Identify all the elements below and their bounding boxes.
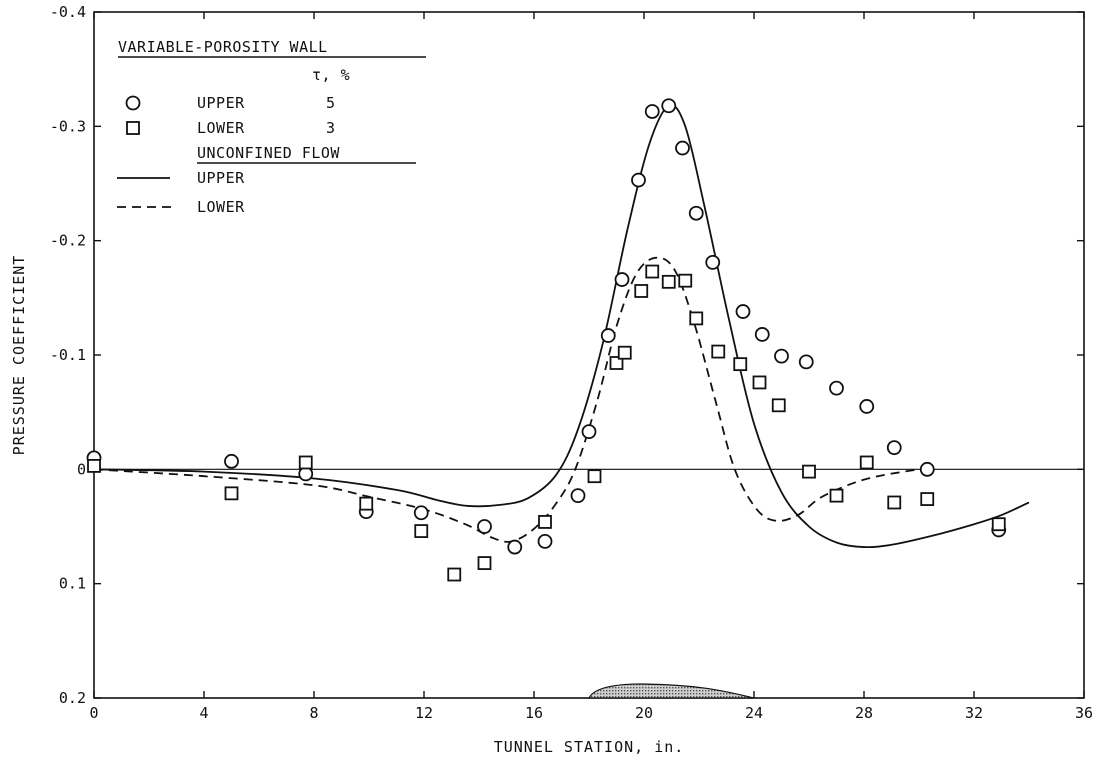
x-tick-label: 24 bbox=[745, 704, 763, 722]
airfoil-model-shape bbox=[588, 683, 755, 699]
upper-wall-point bbox=[581, 424, 597, 440]
legend-group2-title: UNCONFINED FLOW bbox=[197, 144, 340, 162]
legend-unconfined-upper-label: UPPER bbox=[197, 169, 245, 187]
legend-lower-value: 3 bbox=[326, 119, 336, 137]
upper-wall-point bbox=[600, 328, 616, 343]
y-tick-label: 0.1 bbox=[59, 575, 86, 593]
upper-wall-point bbox=[224, 453, 239, 469]
upper-wall-point bbox=[798, 354, 814, 370]
y-tick-label: 0.2 bbox=[59, 689, 86, 707]
upper-wall-point bbox=[688, 205, 704, 221]
unconfined-lower-curve bbox=[93, 256, 920, 543]
x-tick-label: 16 bbox=[525, 704, 543, 722]
lower-wall-point bbox=[634, 284, 649, 298]
lower-wall-point bbox=[87, 459, 101, 473]
legend-square-marker bbox=[126, 121, 140, 135]
plot-frame bbox=[93, 11, 1085, 699]
y-tick-label: 0 bbox=[77, 460, 86, 478]
legend-tau-header: τ, % bbox=[312, 66, 350, 84]
y-tick-label: -0.4 bbox=[50, 3, 86, 21]
upper-wall-point bbox=[537, 533, 553, 549]
lower-wall-point bbox=[587, 469, 602, 484]
upper-wall-point bbox=[705, 254, 721, 270]
upper-wall-point bbox=[675, 140, 690, 156]
upper-wall-point bbox=[507, 539, 523, 555]
lower-wall-point bbox=[645, 264, 660, 279]
x-tick-label: 20 bbox=[635, 704, 653, 722]
upper-wall-point bbox=[919, 461, 935, 477]
lower-wall-point bbox=[678, 273, 693, 288]
lower-wall-point bbox=[752, 375, 767, 390]
upper-wall-point bbox=[644, 104, 660, 119]
legend-unconfined-lower-label: LOWER bbox=[197, 198, 245, 216]
upper-wall-point bbox=[570, 488, 586, 504]
lower-wall-point bbox=[661, 274, 676, 289]
legend-circle-marker bbox=[125, 95, 141, 111]
lower-wall-point bbox=[447, 567, 462, 582]
axis-ticks bbox=[93, 11, 1085, 699]
x-tick-label: 8 bbox=[309, 704, 318, 722]
lower-wall-point bbox=[859, 455, 874, 470]
upper-wall-point bbox=[477, 519, 492, 534]
lower-wall-point bbox=[711, 344, 726, 359]
upper-wall-point bbox=[614, 272, 630, 287]
upper-wall-point bbox=[735, 304, 751, 319]
lower-wall-point bbox=[414, 524, 429, 538]
legend: VARIABLE-POROSITY WALL τ, % UPPER 5 LOWE… bbox=[117, 38, 426, 216]
y-tick-labels: -0.4 -0.3 -0.2 -0.1 0 0.1 0.2 bbox=[50, 3, 86, 707]
y-axis-title: PRESSURE COEFFICIENT bbox=[10, 255, 28, 456]
y-tick-label: -0.2 bbox=[50, 232, 86, 250]
x-tick-labels: 0 4 8 12 16 20 24 28 32 36 bbox=[89, 704, 1093, 722]
upper-wall-point bbox=[754, 327, 770, 342]
x-tick-label: 0 bbox=[89, 704, 98, 722]
lower-wall-point bbox=[991, 517, 1006, 532]
lower-wall-point bbox=[359, 496, 374, 511]
upper-wall-point bbox=[886, 440, 902, 456]
x-tick-label: 4 bbox=[199, 704, 208, 722]
x-axis-title: TUNNEL STATION, in. bbox=[494, 738, 685, 756]
lower-wall-point bbox=[224, 486, 239, 501]
lower-wall-point bbox=[802, 464, 816, 479]
lower-wall-point bbox=[617, 345, 632, 360]
lower-wall-point bbox=[689, 311, 704, 326]
lower-wall-point bbox=[477, 556, 492, 570]
lower-wall-point bbox=[920, 492, 935, 506]
upper-wall-point bbox=[631, 172, 646, 188]
lower-wall-point bbox=[829, 488, 844, 503]
porous-wall-data-points bbox=[86, 98, 1007, 582]
upper-wall-point bbox=[661, 98, 677, 114]
legend-upper-value: 5 bbox=[326, 94, 336, 112]
x-tick-label: 28 bbox=[855, 704, 873, 722]
lower-wall-point bbox=[538, 515, 552, 529]
x-tick-label: 36 bbox=[1075, 704, 1093, 722]
upper-wall-point bbox=[829, 380, 844, 396]
legend-upper-label: UPPER bbox=[197, 94, 245, 112]
upper-wall-point bbox=[859, 399, 875, 414]
upper-wall-point bbox=[774, 348, 789, 364]
lower-wall-point bbox=[298, 455, 313, 470]
lower-wall-point bbox=[771, 398, 786, 413]
lower-wall-point bbox=[733, 357, 748, 372]
legend-lower-label: LOWER bbox=[197, 119, 245, 137]
legend-group1-title: VARIABLE-POROSITY WALL bbox=[118, 38, 328, 56]
y-tick-label: -0.3 bbox=[50, 117, 86, 135]
lower-wall-point bbox=[609, 356, 624, 370]
y-tick-label: -0.1 bbox=[50, 346, 86, 364]
x-tick-label: 32 bbox=[965, 704, 983, 722]
x-tick-label: 12 bbox=[415, 704, 433, 722]
lower-wall-point bbox=[887, 495, 902, 510]
upper-wall-point bbox=[413, 505, 429, 521]
